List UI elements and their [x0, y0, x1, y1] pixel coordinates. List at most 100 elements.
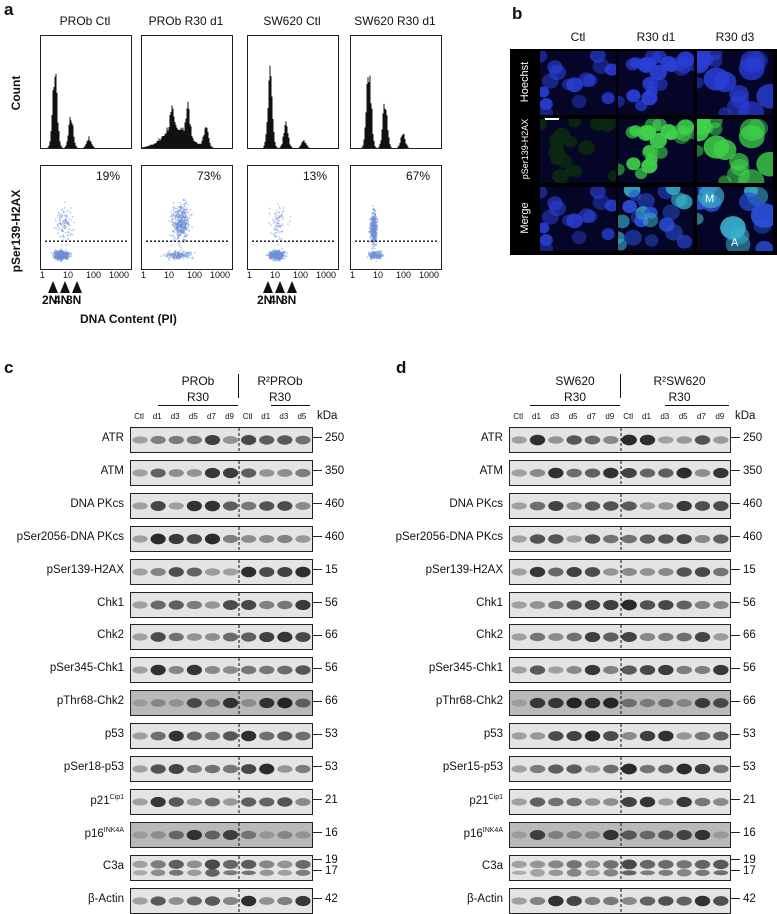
- lane-label: Ctl: [513, 412, 524, 421]
- percentage-label: 13%: [303, 169, 328, 183]
- lane-label: d7: [206, 412, 216, 421]
- blot-label-text: ATR: [480, 432, 503, 444]
- blot-strip: [130, 723, 313, 750]
- blot-label-text: pSer18-p53: [63, 761, 124, 773]
- micrograph-tile: [697, 119, 773, 183]
- scatter-plot: [141, 165, 233, 270]
- blot-strip: [130, 788, 313, 815]
- x-axis-label: DNA Content (PI): [80, 312, 177, 326]
- kda-marker: 53: [731, 761, 756, 773]
- kda-marker: 350: [313, 465, 344, 477]
- blot-label-text: p16: [463, 827, 483, 840]
- lane-label: Ctl: [134, 412, 144, 421]
- lane-label: Ctl: [623, 412, 634, 421]
- kda-marker: 250: [313, 432, 344, 444]
- kda-marker: 350: [731, 465, 762, 477]
- blot-strip: [509, 854, 731, 881]
- micrograph-tile: [697, 187, 773, 251]
- kda-header: kDa: [317, 410, 338, 422]
- x-tick-label: 1: [247, 270, 253, 280]
- micrograph-tile: [618, 119, 694, 183]
- lane-label: d3: [660, 412, 670, 421]
- micrograph-tile: [540, 187, 616, 251]
- lane-label: d9: [715, 412, 725, 421]
- ploidy-label: 4N: [269, 293, 285, 307]
- group-underline: [664, 405, 729, 406]
- histogram-plot: [141, 35, 233, 149]
- blot-label: β-Actin: [8, 893, 124, 905]
- facs-column-title: SW620 R30 d1: [354, 14, 436, 28]
- x-tick-label: 100: [187, 270, 203, 280]
- blot-label: p21Cip1: [8, 794, 124, 807]
- blot-strip: [130, 525, 313, 552]
- kda-marker: 56: [731, 662, 756, 674]
- micrograph-tile: [540, 119, 616, 183]
- group-title: R²SW620: [653, 374, 706, 388]
- ploidy-label: 2N: [257, 293, 273, 307]
- blot-label-text: pSer2056-DNA PKcs: [16, 530, 124, 543]
- percentage-label: 19%: [96, 169, 121, 183]
- blot-label-text: ATR: [101, 432, 124, 444]
- lane-label: d9: [225, 412, 234, 421]
- blot-label: ATM: [8, 465, 124, 477]
- blot-strip: [130, 624, 313, 651]
- histogram-plot: [350, 35, 442, 149]
- blot-label-text: ATM: [479, 464, 503, 477]
- lane-label: d7: [587, 412, 596, 421]
- blot-strip: [509, 756, 731, 782]
- ploidy-label: 2N: [42, 293, 58, 307]
- histogram-plot: [40, 35, 132, 149]
- micrograph-column-title: R30 d3: [715, 30, 755, 44]
- arrowhead-icon: [72, 281, 82, 293]
- blot-label: ATR: [8, 432, 124, 444]
- x-tick-label: 10: [164, 270, 175, 280]
- blot-label-text: p53: [483, 728, 503, 741]
- x-tick-label: 100: [396, 270, 412, 280]
- blot-strip: [130, 821, 313, 848]
- blot-label: Chk2: [8, 629, 124, 641]
- x-tick-label: 10: [270, 270, 281, 280]
- panel-d-label: d: [396, 358, 407, 377]
- blot-label: DNA PKcs: [8, 498, 124, 510]
- x-tick-label: 1: [350, 270, 356, 280]
- annotation-a: A: [731, 237, 739, 249]
- blot-label: pSer139-H2AX: [8, 564, 124, 576]
- kda-marker: 16: [731, 827, 756, 839]
- lane-label: d5: [568, 412, 578, 421]
- kda-marker: 42: [731, 893, 756, 905]
- scatter-plot: [350, 165, 442, 270]
- blot-strip: [130, 459, 313, 486]
- kda-marker: 460: [313, 531, 344, 543]
- micrograph-tile: [618, 51, 694, 115]
- blot-label: ATM: [392, 465, 503, 477]
- blot-label: β-Actin: [392, 893, 503, 905]
- kda-marker: 21: [313, 794, 338, 806]
- blot-label-text: pThr68-Chk2: [56, 695, 124, 708]
- blot-label-text: pSer345-Chk1: [428, 662, 503, 675]
- blot-label: ATR: [392, 432, 503, 444]
- blot-label: C3a: [8, 860, 124, 872]
- blot-label: pSer2056-DNA PKcs: [392, 531, 503, 543]
- blot-label-text: pSer15-p53: [442, 761, 503, 773]
- lane-label: d1: [261, 412, 271, 421]
- x-tick-label: 10: [373, 270, 384, 280]
- blot-label: DNA PKcs: [392, 498, 503, 510]
- blot-label: C3a: [392, 860, 503, 872]
- facs-column-title: SW620 Ctl: [263, 14, 321, 28]
- facs-column-title: PROb Ctl: [59, 14, 111, 28]
- blot-label: Chk2: [392, 629, 503, 641]
- blot-label-text: p16: [84, 827, 104, 840]
- micrograph-row-label: Merge: [519, 202, 531, 234]
- kda-marker: 56: [731, 597, 756, 609]
- x-tick-label: 100: [86, 270, 102, 280]
- blot-label: pSer2056-DNA PKcs: [8, 531, 124, 543]
- kda-marker: 53: [313, 761, 338, 773]
- kda-marker: 19: [731, 854, 756, 866]
- x-tick-label: 100: [293, 270, 309, 280]
- blot-label-superscript: Cip1: [109, 793, 124, 801]
- blot-strip: [509, 459, 731, 486]
- kda-marker: 66: [313, 695, 338, 707]
- blot-label-superscript: INK4A: [103, 826, 124, 834]
- kda-marker: 17: [313, 865, 338, 877]
- lane-label: d3: [170, 412, 180, 421]
